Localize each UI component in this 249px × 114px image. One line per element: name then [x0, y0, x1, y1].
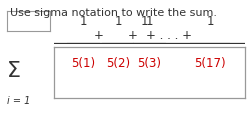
Text: 5(2): 5(2): [106, 57, 130, 70]
Text: 1: 1: [115, 14, 122, 27]
Text: Σ: Σ: [7, 61, 21, 81]
Text: 5(3): 5(3): [137, 57, 161, 70]
Text: 5(17): 5(17): [194, 57, 226, 70]
Text: 1: 1: [146, 14, 153, 27]
Text: 1: 1: [207, 14, 214, 27]
Text: 5(1): 5(1): [71, 57, 95, 70]
Text: 1: 1: [80, 14, 87, 27]
Text: +: +: [128, 29, 138, 42]
Text: Use sigma notation to write the sum.: Use sigma notation to write the sum.: [10, 8, 217, 18]
Text: i = 1: i = 1: [7, 95, 31, 105]
Text: + . . . +: + . . . +: [146, 29, 192, 42]
Text: 1: 1: [141, 14, 148, 27]
Text: +: +: [94, 29, 104, 42]
